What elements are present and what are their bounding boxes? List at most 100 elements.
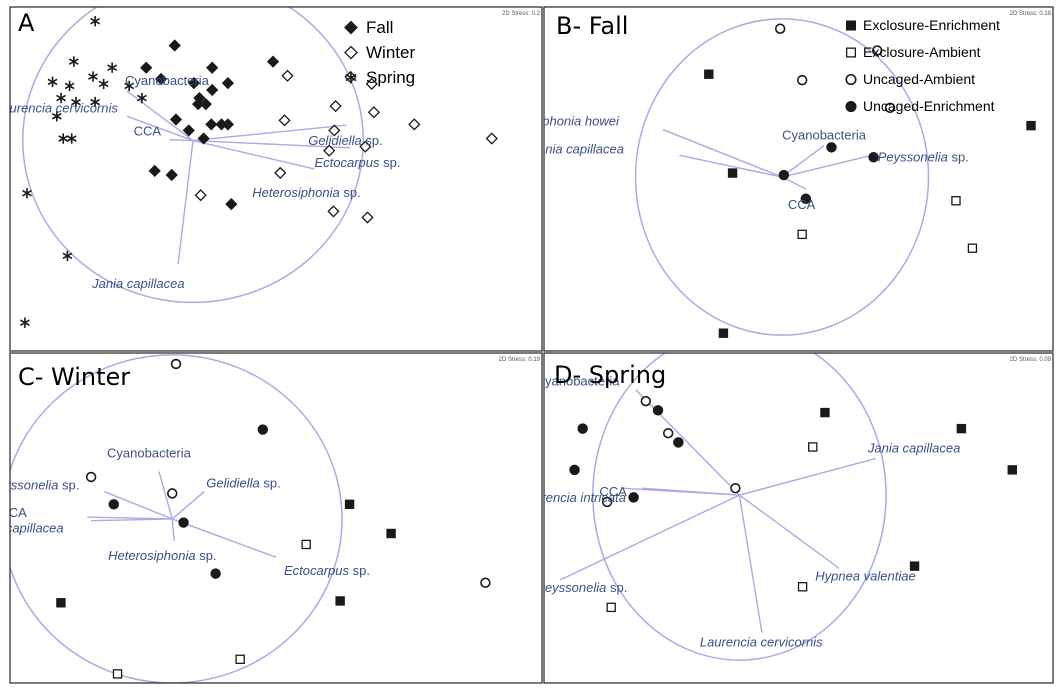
point-uncaged-enrichment (569, 464, 580, 476)
point-fall (197, 132, 210, 145)
panel-title: D- Spring (554, 361, 666, 389)
point-uncaged-enrichment (108, 499, 119, 510)
point-exclosure-enrichment (820, 407, 830, 418)
legend-marker (845, 100, 857, 113)
vector-label: Peyssonelia sp. (878, 149, 969, 164)
point-winter (328, 124, 341, 137)
point-uncaged-enrichment (778, 169, 790, 181)
point-winter (361, 211, 374, 224)
point-exclosure-enrichment (56, 598, 66, 608)
point-exclosure-ambient (951, 196, 961, 206)
correlation-circle (22, 7, 364, 304)
legend-marker (845, 47, 857, 58)
vector-line (171, 518, 175, 541)
correlation-circle (634, 18, 930, 336)
vector-line (91, 518, 173, 522)
point-exclosure-ambient (606, 602, 616, 613)
point-spring (64, 80, 75, 92)
vector-label: Heterosiphonia sp. (252, 185, 360, 200)
point-winter (485, 132, 498, 145)
vector-label: CCA (599, 484, 627, 499)
point-spring (58, 133, 69, 144)
vector-line (158, 471, 173, 520)
point-winter (323, 144, 336, 157)
point-exclosure-ambient (797, 229, 807, 240)
legend-marker (345, 71, 357, 84)
point-spring (98, 78, 109, 90)
point-fall (140, 61, 153, 74)
vector-line (169, 139, 194, 142)
point-spring (19, 317, 30, 328)
point-exclosure-enrichment (909, 561, 920, 571)
point-winter (194, 189, 207, 202)
point-spring (22, 187, 32, 199)
legend: Fall Winter Spring (344, 18, 415, 87)
vector-line (192, 139, 315, 170)
point-uncaged-ambient (170, 358, 182, 370)
vector-label: Hypnea valentiae (815, 568, 915, 583)
legend-label: Spring (366, 68, 415, 87)
point-winter (327, 205, 340, 218)
point-exclosure-enrichment (956, 423, 967, 434)
point-uncaged-ambient (167, 488, 178, 499)
point-winter (274, 166, 287, 180)
vector-label: Cyanobacteria (536, 374, 621, 389)
point-uncaged-enrichment (652, 405, 664, 416)
point-winter (408, 118, 421, 131)
point-uncaged-ambient (774, 23, 786, 34)
legend-marker (845, 73, 857, 86)
point-spring (47, 76, 58, 88)
vector-label: Gelidiella sp. (206, 476, 280, 491)
panel-2: Neosiphonia howei Jania capillacea Cyanoba… (543, 6, 1054, 352)
legend-marker (344, 45, 358, 60)
point-uncaged-ambient (884, 102, 896, 114)
point-uncaged-ambient (662, 427, 674, 439)
point-exclosure-ambient (797, 582, 808, 592)
vector-line (781, 144, 825, 178)
vector-line (192, 124, 347, 142)
vector-line (192, 139, 351, 149)
point-spring (56, 92, 66, 104)
point-spring (62, 250, 73, 262)
panel-title: C- Winter (18, 363, 130, 391)
point-winter (367, 106, 381, 119)
correlation-circle (10, 354, 343, 683)
vector-label: Jania capillacea (91, 276, 185, 291)
stress-value: 2D Stress: 0.09 (1010, 357, 1052, 363)
point-fall (182, 124, 195, 137)
vector-line (738, 494, 763, 633)
point-fall (169, 113, 183, 126)
vector-label: Laurencia cervicornis (0, 100, 118, 115)
point-exclosure-enrichment (386, 528, 396, 539)
legend-label: Winter (366, 43, 415, 62)
point-fall (154, 72, 168, 86)
vector-label: Peyssonelia sp. (0, 478, 79, 493)
point-winter (359, 140, 372, 153)
vector-label: Laurencia cervicornis (700, 635, 823, 650)
point-exclosure-ambient (235, 654, 245, 665)
point-fall (199, 98, 212, 111)
point-uncaged-ambient (601, 496, 613, 508)
point-spring (124, 80, 135, 92)
point-spring (68, 56, 79, 67)
vector-line (104, 490, 173, 520)
point-exclosure-enrichment (1026, 120, 1036, 131)
panel-frame (9, 352, 543, 684)
point-spring (90, 15, 101, 27)
point-exclosure-ambient (301, 539, 311, 550)
vector-line (781, 154, 872, 178)
vector-line (662, 128, 783, 178)
point-uncaged-ambient (85, 471, 97, 483)
legend-marker (845, 20, 857, 31)
point-spring (90, 96, 101, 108)
vector-line (635, 389, 740, 496)
legend-marker (344, 20, 358, 35)
vector-label: Peyssonelia sp. (536, 580, 627, 595)
point-uncaged-enrichment (628, 492, 639, 503)
point-uncaged-ambient (872, 45, 883, 56)
correlation-circle (592, 353, 887, 661)
point-uncaged-enrichment (800, 193, 812, 204)
point-uncaged-enrichment (868, 152, 879, 163)
